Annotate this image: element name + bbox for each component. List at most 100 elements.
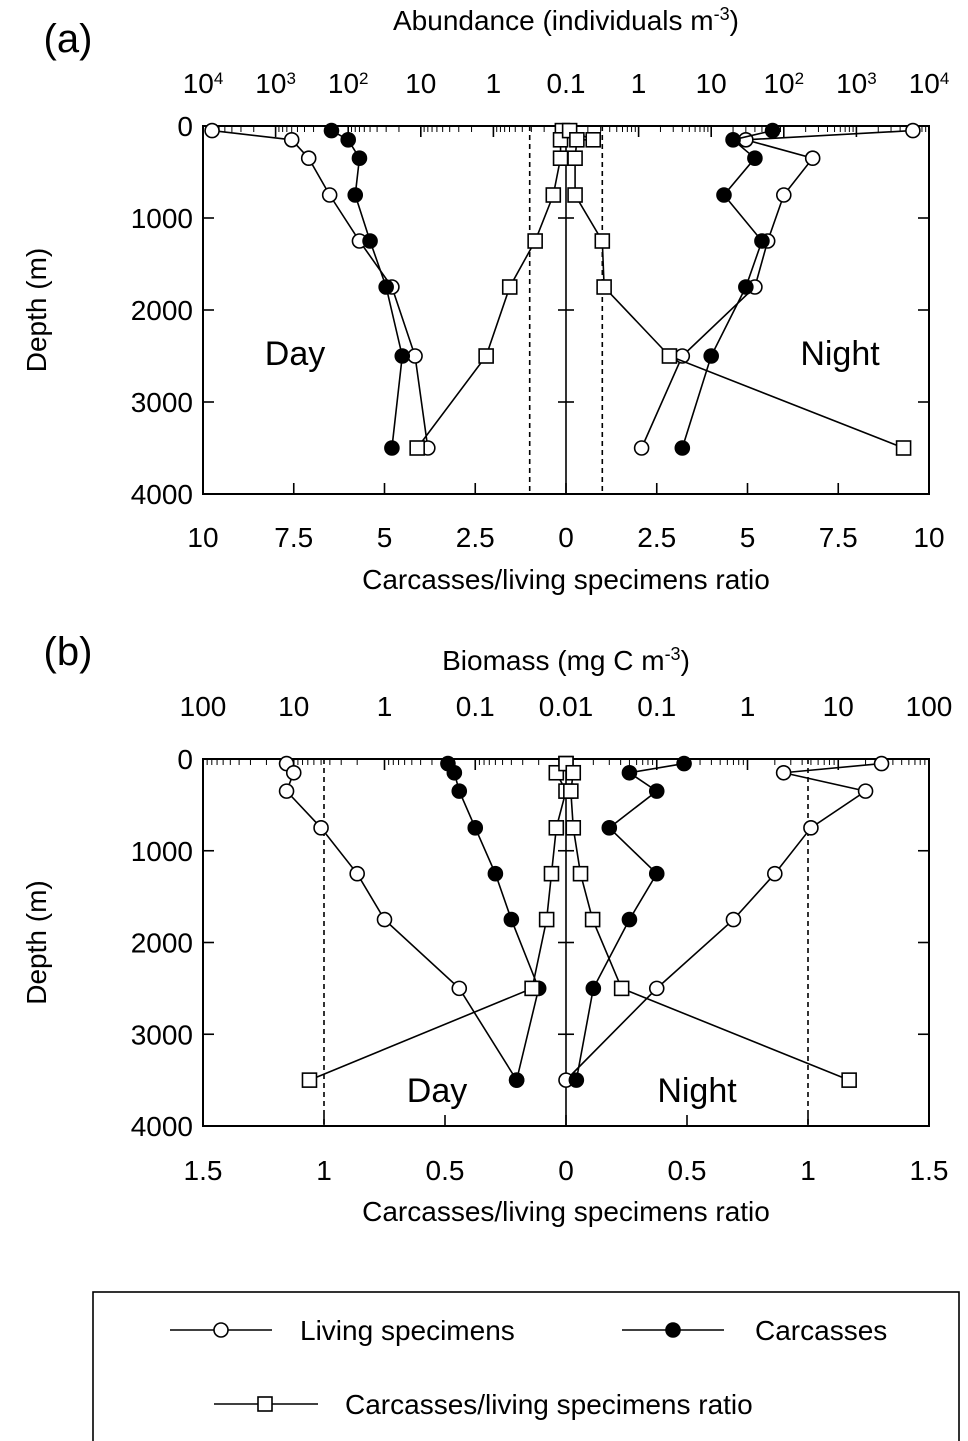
panel-label: (b) (44, 630, 93, 674)
top-tick-label: 10 (696, 68, 727, 99)
night-carcasses-point (738, 279, 754, 295)
night-living-point (857, 783, 874, 799)
top-axis-title: Biomass (mg C m-3) (442, 644, 690, 676)
day-living-point (283, 132, 300, 148)
day-ratio-point (552, 150, 569, 166)
night-ratio-point (584, 911, 601, 928)
day-ratio-line (416, 130, 564, 449)
bottom-tick-label: 10 (913, 522, 944, 553)
bottom-tick-label: 0 (558, 1155, 574, 1186)
day-carcasses-point (446, 764, 463, 781)
x-axis-label: Carcasses/living specimens ratio (362, 1196, 770, 1227)
top-tick-label: 100 (180, 691, 227, 722)
day-living-point (407, 348, 423, 364)
day-annotation: Day (407, 1072, 467, 1110)
bottom-tick-label: 1 (800, 1155, 816, 1186)
day-ratio-point (524, 980, 540, 997)
night-carcasses-point (674, 440, 691, 456)
y-tick-label: 4000 (131, 1111, 193, 1142)
top-tick-label: 1 (486, 68, 502, 99)
night-annotation: Night (800, 335, 880, 373)
top-tick-label: 10 (823, 691, 854, 722)
top-tick-label: 10 (405, 68, 436, 99)
day-ratio-point (548, 820, 565, 836)
day-carcasses-point (467, 820, 484, 836)
top-tick-label: 102 (763, 68, 804, 99)
y-axis-label: Depth (m) (21, 248, 52, 372)
day-carcasses-line (447, 763, 540, 1081)
night-carcasses-point (648, 783, 665, 799)
bottom-tick-label: 2.5 (456, 522, 495, 553)
legend-ratio-label: Carcasses/living specimens ratio (345, 1389, 753, 1420)
y-tick-label: 1000 (131, 836, 193, 867)
y-tick-label: 4000 (131, 479, 193, 510)
bottom-tick-label: 10 (187, 522, 218, 553)
night-carcasses-point (621, 911, 638, 928)
top-tick-label: 1 (740, 691, 756, 722)
day-carcasses-point (351, 150, 368, 166)
day-carcasses-point (378, 279, 394, 295)
y-tick-label: 3000 (131, 1019, 193, 1050)
bottom-tick-label: 7.5 (819, 522, 858, 553)
bottom-tick-label: 7.5 (274, 522, 313, 553)
bottom-tick-label: 5 (740, 522, 756, 553)
night-ratio-point (567, 150, 583, 166)
bottom-tick-label: 5 (377, 522, 393, 553)
night-annotation: Night (657, 1072, 737, 1110)
day-living-point (321, 187, 338, 203)
day-carcasses-point (394, 348, 411, 364)
day-carcasses-point (503, 911, 520, 928)
top-tick-label: 0.1 (547, 68, 586, 99)
day-living-point (349, 865, 365, 882)
day-carcasses-point (384, 440, 400, 456)
day-carcasses-point (508, 1072, 525, 1088)
day-living-point (285, 764, 302, 781)
day-carcasses-point (487, 865, 504, 882)
bottom-tick-label: 1.5 (184, 1155, 223, 1186)
day-carcasses-point (323, 122, 340, 139)
night-ratio-point (563, 783, 579, 799)
top-tick-label: 0.1 (637, 691, 676, 722)
day-living-point (313, 820, 329, 836)
top-tick-label: 104 (183, 68, 224, 99)
panel-a: (a) Abundance (individuals m-3) 104 103 102 1… (21, 4, 949, 595)
top-tick-label: 0.1 (456, 691, 495, 722)
night-ratio-point (569, 132, 585, 148)
y-tick-label: 2000 (131, 928, 193, 959)
night-ratio-point (841, 1072, 857, 1088)
y-tick-label: 0 (177, 111, 193, 142)
night-carcasses-point (585, 980, 602, 997)
y-axis-label: Depth (m) (21, 880, 52, 1004)
day-living-line (285, 763, 518, 1081)
panel-label: (a) (44, 17, 93, 61)
night-ratio-point (594, 233, 611, 249)
night-ratio-point (567, 187, 583, 203)
day-annotation: Day (265, 335, 325, 373)
legend-carcasses-marker (665, 1322, 681, 1338)
top-tick-label: 103 (836, 68, 877, 99)
night-ratio-point (585, 132, 602, 148)
night-carcasses-point (747, 150, 763, 166)
night-ratio-point (661, 348, 678, 364)
night-carcasses-point (725, 132, 741, 148)
day-living-point (300, 150, 317, 166)
panel-b: (b) Biomass (mg C m-3)100 10 1 0.1 0.01 0.1 1 10… (21, 630, 952, 1227)
top-tick-label: 104 (909, 68, 950, 99)
night-ratio-point (895, 440, 912, 456)
day-ratio-point (501, 279, 518, 295)
night-carcasses-point (754, 233, 770, 249)
legend: Living specimens Carcasses Carcasses/liv… (92, 1291, 960, 1441)
night-living-point (905, 122, 921, 139)
night-carcasses-point (716, 187, 732, 203)
day-ratio-point (527, 233, 543, 249)
day-living-point (376, 911, 393, 928)
day-living-point (204, 122, 220, 139)
night-living-point (775, 764, 792, 781)
y-tick-label: 1000 (131, 203, 193, 234)
night-ratio-point (572, 865, 589, 882)
night-carcasses-point (568, 1072, 585, 1088)
night-living-line (565, 762, 882, 1081)
night-living-line (640, 129, 913, 449)
night-carcasses-point (676, 755, 692, 772)
top-axis-title: Abundance (individuals m-3) (393, 4, 739, 36)
